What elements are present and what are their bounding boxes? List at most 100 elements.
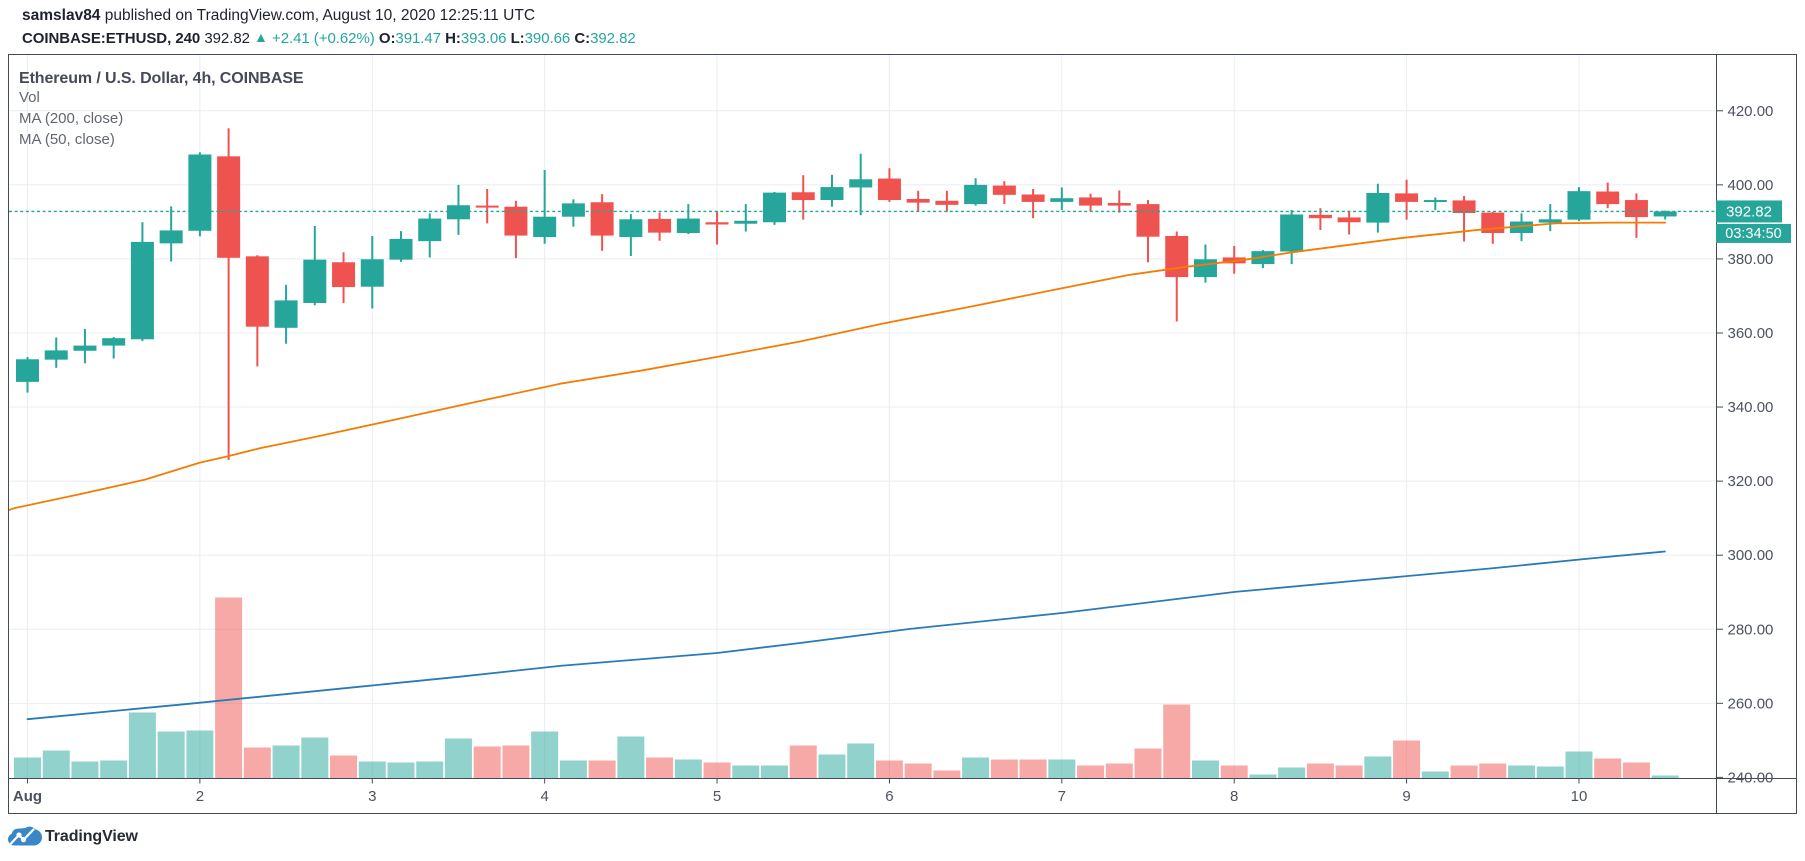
volume-bar [990, 759, 1018, 779]
candle-body [1280, 214, 1304, 252]
volume-bar [1594, 758, 1622, 779]
volume-bar [100, 760, 128, 779]
symbol-info-line: COINBASE:ETHUSD, 240 392.82 ▲ +2.41 (+0.… [22, 28, 636, 47]
legend-ma200-label[interactable]: MA (200, close) [19, 110, 124, 127]
candle-body [188, 154, 212, 231]
volume-bar [473, 746, 501, 779]
volume-bar [157, 731, 185, 779]
countdown-box [1716, 223, 1791, 243]
time-tick-label: 9 [1402, 788, 1410, 805]
last-price: 392.82 [204, 29, 250, 47]
candle-body [877, 178, 901, 201]
volume-bar [1048, 759, 1076, 779]
price-scale[interactable]: 420.00 400.00 380.00 360.00 340.00 320.00 300.… [1716, 55, 1797, 787]
chart-border [8, 54, 1797, 814]
candle-body [561, 203, 585, 217]
volume-bar [1393, 740, 1421, 779]
publish-info-text: published on TradingView.com, August 10,… [100, 7, 536, 24]
candle-body [1136, 204, 1160, 237]
volume-bar [1622, 762, 1650, 779]
candle-body [16, 359, 39, 382]
time-scale[interactable]: Aug 2 3 4 5 6 7 8 9 10 [9, 778, 1797, 814]
volume-bar [416, 761, 444, 779]
candle-body [1165, 235, 1189, 278]
volume-bar [1565, 751, 1593, 779]
candle-body [389, 238, 413, 260]
volume-bar [1249, 774, 1277, 779]
price-tick-label: 380.00 [1728, 251, 1774, 268]
volume-bar [444, 738, 472, 779]
candle-body [332, 262, 356, 288]
ohlc-label: C: [570, 29, 591, 47]
candle-body [360, 259, 384, 287]
candle-body [849, 179, 873, 188]
price-tick-label: 360.00 [1728, 325, 1774, 342]
time-tick-label: 8 [1230, 788, 1238, 805]
ma-50-line [8, 221, 1667, 511]
volume-bar [330, 755, 358, 779]
time-tick-label: 4 [540, 788, 548, 805]
candle-body [446, 205, 470, 220]
ma-200-line [26, 550, 1666, 721]
time-tick-label: 10 [1571, 788, 1588, 805]
volume-bar [387, 762, 415, 779]
volume-bar [1364, 756, 1392, 779]
volume-bar [1077, 765, 1105, 779]
chart-frame [8, 54, 1797, 814]
candle-body [1050, 198, 1074, 202]
candle-body [676, 218, 700, 234]
volume-bar [1163, 704, 1191, 779]
volume-bar [215, 597, 243, 779]
volume-bar [559, 760, 587, 779]
candle-body [1107, 203, 1131, 206]
volume-bar [1421, 771, 1449, 779]
time-tick-label: 5 [713, 788, 721, 805]
price-tick-label: 340.00 [1728, 399, 1774, 416]
volume-bar [962, 757, 990, 779]
volume-bar [1105, 763, 1133, 779]
candle-body [590, 202, 614, 236]
time-tick-label: Aug [13, 788, 42, 805]
volume-bar [875, 760, 903, 779]
volume-bar [1134, 748, 1162, 779]
candle-body [1193, 259, 1217, 278]
price-tick-label: 260.00 [1728, 695, 1774, 712]
volume-bar [358, 761, 386, 779]
current-price-label-box [1716, 200, 1782, 223]
ohlc-label: H: [441, 29, 461, 47]
candle-body [274, 300, 298, 328]
candle-body [130, 241, 154, 340]
candle-body [1395, 193, 1419, 202]
up-triangle-icon: ▲ [254, 28, 268, 45]
publish-info-line: samslav84 published on TradingView.com, … [22, 7, 535, 25]
price-change: +2.41 (+0.62%) [271, 29, 375, 47]
volume-bar [703, 762, 731, 779]
price-scale-hit-area[interactable] [1717, 55, 1797, 779]
countdown-label: 03:34:50 [1725, 226, 1781, 242]
ohlc-value: 390.66 [524, 29, 571, 47]
legend-volume-label[interactable]: Vol [19, 89, 40, 106]
volume-bar [186, 730, 214, 779]
time-scale-hit-area[interactable] [9, 779, 1797, 814]
candle-body [73, 345, 97, 351]
symbol-name: COINBASE:ETHUSD, 240 [22, 29, 201, 47]
candle-body [1510, 221, 1534, 234]
legend-ma50-label[interactable]: MA (50, close) [19, 130, 115, 148]
volume-bar [818, 754, 846, 779]
candle-body [791, 192, 815, 201]
candle-body [475, 205, 499, 208]
volume-bar [128, 712, 156, 779]
candle-body [245, 256, 269, 327]
current-price-label-group: 392.82 03:34:50 [1716, 200, 1791, 243]
candle-body [1538, 219, 1562, 223]
candle-body [418, 218, 442, 242]
volume-series [14, 597, 1679, 779]
volume-bar [42, 750, 70, 779]
volume-bar [14, 757, 41, 779]
tradingview-brand[interactable]: TradingView [8, 825, 138, 848]
volume-bar [502, 745, 530, 779]
candle-body [705, 222, 729, 225]
volume-bar [1220, 765, 1248, 779]
